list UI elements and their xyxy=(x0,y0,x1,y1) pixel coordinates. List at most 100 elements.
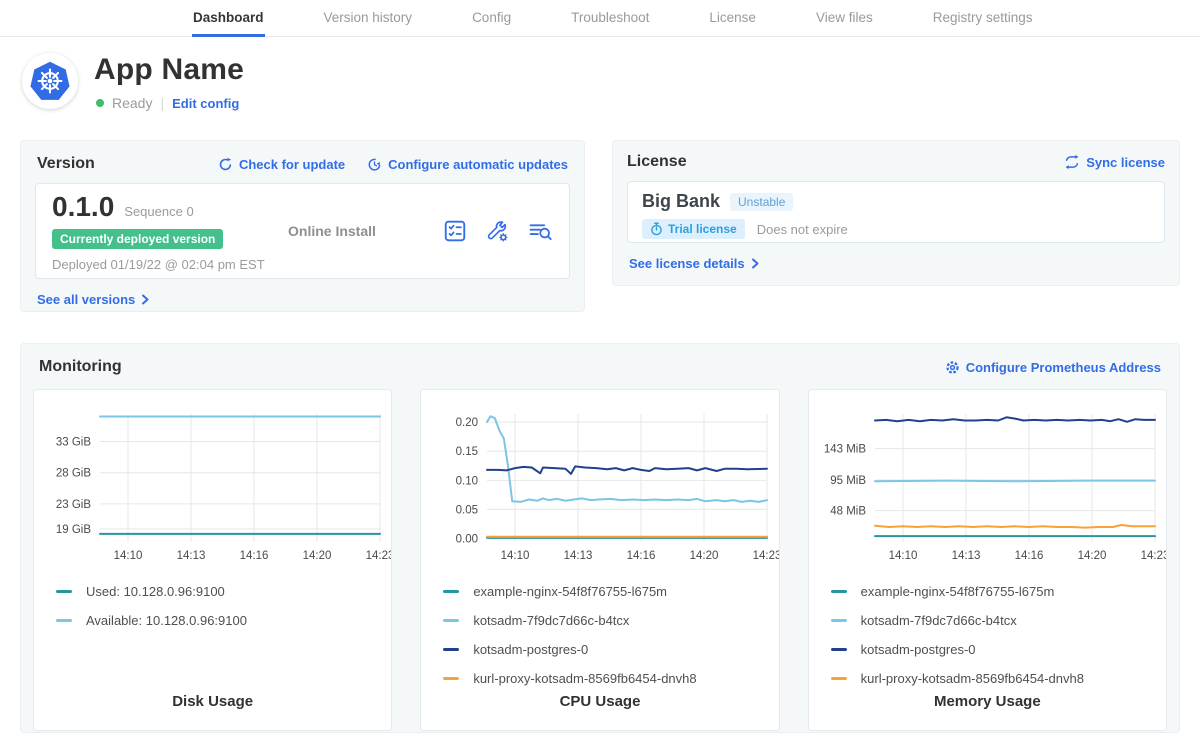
cpu-usage-legend: example-nginx-54f8f76755-l675m kotsadm-7f… xyxy=(443,584,778,685)
legend-label: kotsadm-postgres-0 xyxy=(861,642,976,657)
tab-license[interactable]: License xyxy=(708,0,757,37)
chevron-right-icon xyxy=(141,294,150,305)
app-title: App Name xyxy=(94,53,244,87)
svg-text:14:20: 14:20 xyxy=(690,550,719,562)
legend-label: Used: 10.128.0.96:9100 xyxy=(86,584,225,599)
edit-config-link[interactable]: Edit config xyxy=(172,96,239,111)
tab-registry-settings[interactable]: Registry settings xyxy=(932,0,1034,37)
tab-label: Dashboard xyxy=(193,10,264,25)
svg-text:14:16: 14:16 xyxy=(240,550,269,562)
tab-troubleshoot[interactable]: Troubleshoot xyxy=(570,0,650,37)
svg-text:19 GiB: 19 GiB xyxy=(56,524,91,536)
legend-color-dash xyxy=(831,677,847,680)
legend-item: kotsadm-7f9dc7d66c-b4tcx xyxy=(831,613,1166,627)
license-card: License Sync license Big Bank Unstable xyxy=(612,140,1180,286)
chevron-right-icon xyxy=(751,258,760,269)
legend-item: Available: 10.128.0.96:9100 xyxy=(56,613,391,627)
memory-usage-chart[interactable]: 14:1014:1314:1614:2014:23143 MiB95 MiB48… xyxy=(809,400,1167,568)
current-version-box: 0.1.0 Sequence 0 Currently deployed vers… xyxy=(35,183,570,279)
chart-title: CPU Usage xyxy=(421,693,778,710)
license-card-title: License xyxy=(627,153,687,171)
tab-version-history[interactable]: Version history xyxy=(323,0,414,37)
monitoring-title: Monitoring xyxy=(39,358,122,376)
svg-text:28 GiB: 28 GiB xyxy=(56,468,91,480)
legend-item: kurl-proxy-kotsadm-8569fb6454-dnvh8 xyxy=(443,671,778,685)
chart-title: Disk Usage xyxy=(34,693,391,710)
kots-admin-dashboard: Dashboard Version history Config Trouble… xyxy=(0,0,1200,746)
stopwatch-icon xyxy=(650,222,663,236)
legend-item: kurl-proxy-kotsadm-8569fb6454-dnvh8 xyxy=(831,671,1166,685)
currently-deployed-badge: Currently deployed version xyxy=(52,229,223,249)
charts-row: 14:1014:1314:1614:2014:2333 GiB28 GiB23 … xyxy=(33,389,1167,731)
legend-color-dash xyxy=(443,590,459,593)
app-status-row: Ready | Edit config xyxy=(96,95,239,111)
legend-item: example-nginx-54f8f76755-l675m xyxy=(443,584,778,598)
legend-color-dash xyxy=(443,677,459,680)
svg-text:14:23: 14:23 xyxy=(366,550,393,562)
svg-text:14:23: 14:23 xyxy=(1140,550,1167,562)
svg-text:14:10: 14:10 xyxy=(114,550,143,562)
legend-color-dash xyxy=(443,619,459,622)
top-navigation: Dashboard Version history Config Trouble… xyxy=(0,0,1200,37)
chart-title: Memory Usage xyxy=(809,693,1166,710)
legend-item: example-nginx-54f8f76755-l675m xyxy=(831,584,1166,598)
svg-text:14:20: 14:20 xyxy=(1077,550,1106,562)
svg-text:48 MiB: 48 MiB xyxy=(830,506,866,518)
tab-label: Registry settings xyxy=(933,10,1033,25)
license-expiry-text: Does not expire xyxy=(757,222,848,237)
tab-config[interactable]: Config xyxy=(471,0,512,37)
legend-label: example-nginx-54f8f76755-l675m xyxy=(473,584,667,599)
legend-color-dash xyxy=(831,648,847,651)
view-deploy-logs-icon[interactable] xyxy=(528,219,553,244)
tab-label: Troubleshoot xyxy=(571,10,649,25)
legend-label: kurl-proxy-kotsadm-8569fb6454-dnvh8 xyxy=(861,671,1084,686)
configure-prometheus-button[interactable]: Configure Prometheus Address xyxy=(945,360,1161,375)
svg-text:33 GiB: 33 GiB xyxy=(56,436,91,448)
configure-automatic-updates-button[interactable]: Configure automatic updates xyxy=(367,157,568,172)
svg-text:0.00: 0.00 xyxy=(456,534,478,546)
refresh-icon xyxy=(218,157,233,172)
cpu-usage-chart-card: 14:1014:1314:1614:2014:230.200.150.100.0… xyxy=(420,389,779,731)
tab-view-files[interactable]: View files xyxy=(815,0,874,37)
disk-usage-chart[interactable]: 14:1014:1314:1614:2014:2333 GiB28 GiB23 … xyxy=(34,400,392,568)
svg-text:14:16: 14:16 xyxy=(627,550,656,562)
cpu-usage-chart[interactable]: 14:1014:1314:1614:2014:230.200.150.100.0… xyxy=(421,400,779,568)
tab-dashboard[interactable]: Dashboard xyxy=(192,0,265,37)
legend-label: kotsadm-7f9dc7d66c-b4tcx xyxy=(473,613,629,628)
legend-color-dash xyxy=(831,619,847,622)
legend-label: Available: 10.128.0.96:9100 xyxy=(86,613,247,628)
license-summary-box: Big Bank Unstable Trial license Does not… xyxy=(627,181,1165,243)
license-customer-name: Big Bank xyxy=(642,191,720,212)
edit-config-wrench-icon[interactable] xyxy=(485,219,510,244)
memory-usage-legend: example-nginx-54f8f76755-l675m kotsadm-7f… xyxy=(831,584,1166,685)
legend-color-dash xyxy=(56,590,72,593)
legend-label: kotsadm-7f9dc7d66c-b4tcx xyxy=(861,613,1017,628)
sync-icon xyxy=(1064,154,1080,170)
tab-label: License xyxy=(709,10,756,25)
deployed-timestamp: Deployed 01/19/22 @ 02:04 pm EST xyxy=(52,257,282,272)
memory-usage-chart-card: 14:1014:1314:1614:2014:23143 MiB95 MiB48… xyxy=(808,389,1167,731)
divider: | xyxy=(160,95,164,111)
svg-text:14:23: 14:23 xyxy=(753,550,780,562)
legend-item: kotsadm-postgres-0 xyxy=(831,642,1166,656)
scheduled-update-icon xyxy=(367,157,382,172)
trial-license-badge: Trial license xyxy=(642,219,745,239)
version-card: Version Check for update Configure au xyxy=(20,140,585,312)
sync-license-button[interactable]: Sync license xyxy=(1064,154,1165,170)
check-for-update-button[interactable]: Check for update xyxy=(218,157,345,172)
status-ready-dot xyxy=(96,99,104,107)
svg-text:14:10: 14:10 xyxy=(888,550,917,562)
legend-item: kotsadm-postgres-0 xyxy=(443,642,778,656)
install-type-label: Online Install xyxy=(282,223,443,239)
see-license-details-link[interactable]: See license details xyxy=(627,256,760,271)
preflight-checklist-icon[interactable] xyxy=(443,219,467,243)
version-number: 0.1.0 xyxy=(52,191,114,223)
see-all-versions-link[interactable]: See all versions xyxy=(35,292,150,307)
status-text: Ready xyxy=(112,95,152,111)
svg-text:14:20: 14:20 xyxy=(303,550,332,562)
tab-label: View files xyxy=(816,10,873,25)
svg-text:14:10: 14:10 xyxy=(501,550,530,562)
legend-color-dash xyxy=(831,590,847,593)
svg-text:143 MiB: 143 MiB xyxy=(823,444,866,456)
legend-color-dash xyxy=(56,619,72,622)
